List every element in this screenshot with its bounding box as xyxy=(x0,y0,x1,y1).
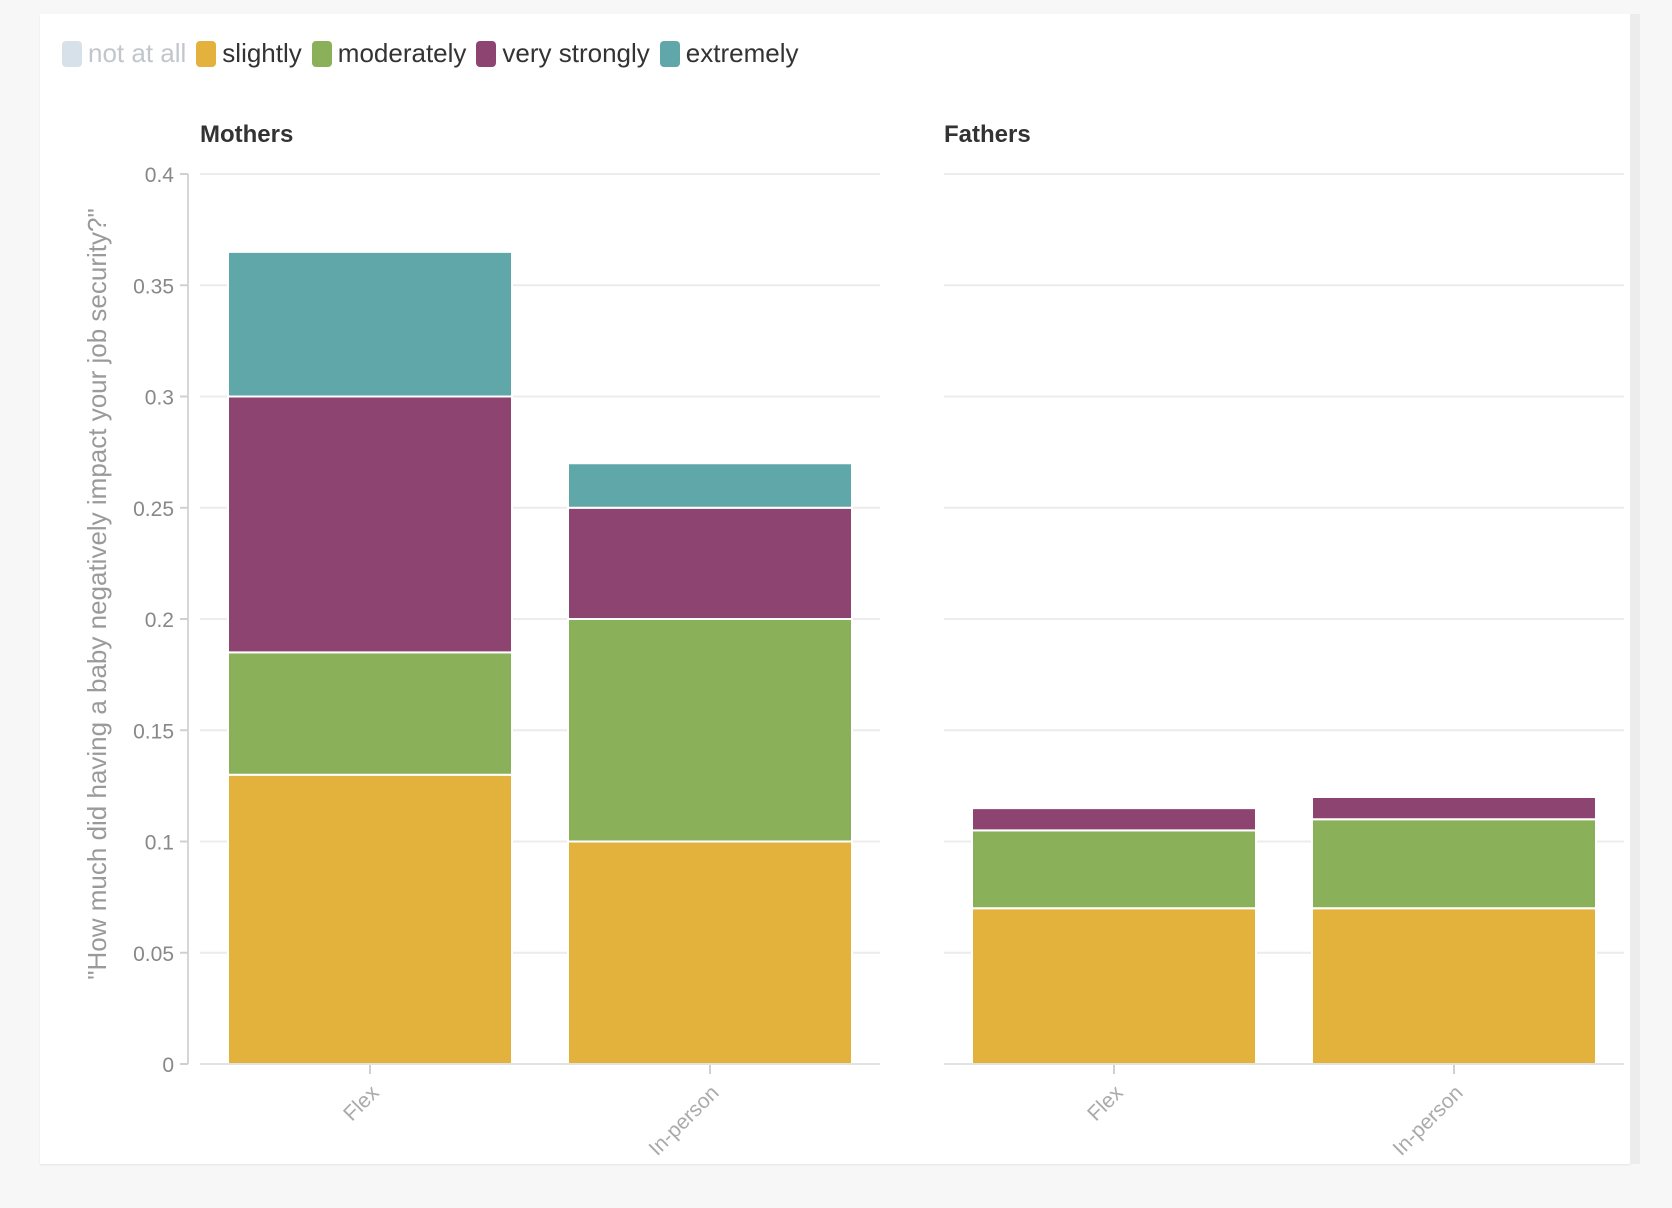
bar-segment-very-strongly xyxy=(1311,796,1597,821)
bar-segment-very-strongly xyxy=(971,807,1257,832)
legend-swatch-very-strongly xyxy=(476,40,497,67)
legend-item-very-strongly[interactable]: very strongly xyxy=(476,38,650,69)
legend-label-slightly: slightly xyxy=(222,38,302,68)
x-tick-label: In-person xyxy=(645,1081,724,1160)
bar-segment-slightly xyxy=(1311,907,1597,1065)
x-tick-label: Flex xyxy=(1083,1081,1128,1126)
chart-svg: 0 0.05 0.1 0.15 0.2 0.25 0.3 0.35 0.4 "How much d… xyxy=(82,121,1624,1160)
y-tick-label: 0.25 xyxy=(133,498,174,521)
legend-item-extremely[interactable]: extremely xyxy=(659,38,799,69)
y-tick-label: 0.2 xyxy=(145,609,174,632)
legend-label-moderately: moderately xyxy=(337,38,467,68)
panel-title-fathers: Fathers xyxy=(944,121,1031,148)
legend-swatch-moderately xyxy=(311,40,332,67)
bar-segment-extremely xyxy=(227,250,513,398)
chart-card: not at all slightly moderately very stro… xyxy=(40,14,1630,1164)
bar-segment-very-strongly xyxy=(227,395,513,654)
bar-segment-slightly xyxy=(227,773,513,1065)
bar-segment-extremely xyxy=(567,462,853,509)
legend-label-very-strongly: very strongly xyxy=(502,38,650,68)
legend-label-not-at-all: not at all xyxy=(88,38,187,68)
bar-segment-moderately xyxy=(227,651,513,776)
bar-segment-moderately xyxy=(1311,818,1597,910)
bar-segment-slightly xyxy=(971,907,1257,1065)
bar-segment-very-strongly xyxy=(567,506,853,620)
y-tick-label: 0.3 xyxy=(145,387,174,410)
legend: not at all slightly moderately very stro… xyxy=(62,38,799,69)
y-tick-label: 0.4 xyxy=(145,164,175,187)
y-tick-label: 0.1 xyxy=(145,832,174,855)
legend-swatch-extremely xyxy=(659,40,680,67)
bar-segment-slightly xyxy=(567,840,853,1065)
x-tick-label: Flex xyxy=(339,1081,384,1126)
bar-segment-moderately xyxy=(971,829,1257,910)
legend-swatch-slightly xyxy=(196,40,217,67)
y-tick-label: 0.35 xyxy=(133,275,174,298)
legend-label-extremely: extremely xyxy=(685,38,799,68)
y-tick-label: 0 xyxy=(162,1054,174,1077)
y-tick-label: 0.05 xyxy=(133,943,174,966)
legend-swatch-not-at-all xyxy=(62,40,82,67)
x-tick-label: In-person xyxy=(1389,1081,1468,1160)
card-edge xyxy=(1630,14,1640,1164)
legend-item-moderately[interactable]: moderately xyxy=(311,38,467,69)
y-axis-title: "How much did having a baby negatively i… xyxy=(82,208,112,979)
panel-title-mothers: Mothers xyxy=(200,121,293,148)
legend-item-slightly[interactable]: slightly xyxy=(196,38,302,69)
y-tick-label: 0.15 xyxy=(133,720,174,743)
legend-item-not-at-all[interactable]: not at all xyxy=(62,38,186,69)
bar-segment-moderately xyxy=(567,618,853,843)
